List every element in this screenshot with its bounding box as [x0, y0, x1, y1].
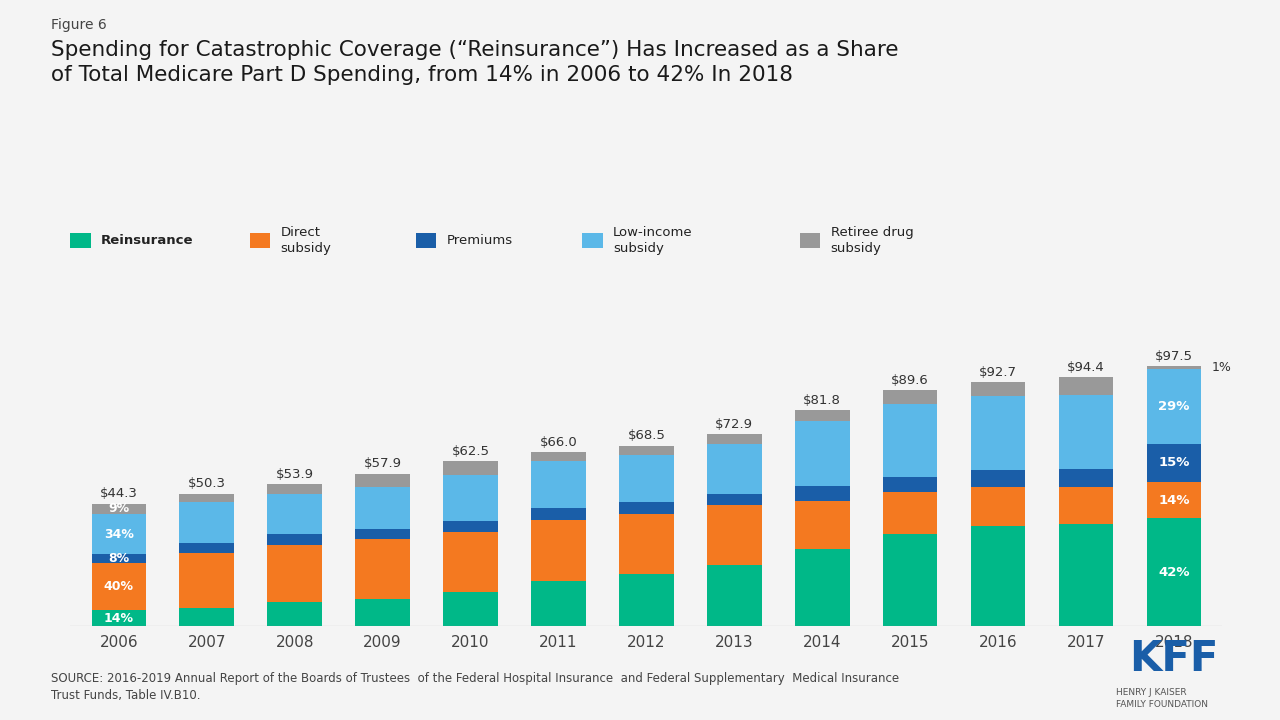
Bar	[883, 390, 937, 404]
Bar	[707, 434, 762, 444]
Text: 40%: 40%	[104, 580, 134, 593]
Bar	[356, 599, 410, 626]
Text: 1%: 1%	[1212, 361, 1231, 374]
Bar	[620, 454, 673, 502]
Text: 8%: 8%	[109, 552, 129, 565]
Text: Reinsurance: Reinsurance	[101, 234, 193, 247]
Bar	[531, 520, 586, 581]
Bar	[883, 534, 937, 626]
Bar	[1147, 482, 1202, 518]
Bar	[620, 514, 673, 574]
Bar	[356, 487, 410, 528]
Text: $66.0: $66.0	[540, 436, 577, 449]
Bar	[620, 502, 673, 514]
Bar	[179, 494, 234, 502]
Bar	[179, 502, 234, 543]
Text: 15%: 15%	[1158, 456, 1189, 469]
Text: SOURCE: 2016-2019 Annual Report of the Boards of Trustees  of the Federal Hospit: SOURCE: 2016-2019 Annual Report of the B…	[51, 672, 900, 702]
Bar	[443, 521, 498, 532]
Text: Retiree drug
subsidy: Retiree drug subsidy	[831, 226, 914, 255]
Text: Premiums: Premiums	[447, 234, 513, 247]
Bar	[91, 503, 146, 514]
Bar	[1059, 469, 1114, 487]
Bar	[1059, 524, 1114, 626]
Bar	[268, 602, 321, 626]
Text: $89.6: $89.6	[891, 374, 929, 387]
Text: $44.3: $44.3	[100, 487, 138, 500]
Text: $92.7: $92.7	[979, 366, 1018, 379]
Bar	[91, 554, 146, 563]
Text: 14%: 14%	[104, 612, 134, 625]
Bar	[972, 396, 1025, 469]
Bar	[268, 534, 321, 545]
Bar	[707, 564, 762, 626]
Bar	[91, 563, 146, 610]
Bar	[443, 474, 498, 521]
Text: $94.4: $94.4	[1068, 361, 1105, 374]
Bar	[795, 486, 850, 501]
Bar	[620, 446, 673, 454]
Bar	[1059, 377, 1114, 395]
Bar	[531, 461, 586, 508]
Text: $97.5: $97.5	[1155, 350, 1193, 364]
Text: 29%: 29%	[1158, 400, 1189, 413]
Bar	[268, 484, 321, 494]
Bar	[179, 543, 234, 554]
Bar	[883, 477, 937, 492]
Text: $72.9: $72.9	[716, 418, 754, 431]
Text: $50.3: $50.3	[188, 477, 225, 490]
Bar	[443, 462, 498, 474]
Bar	[883, 404, 937, 477]
Text: $81.8: $81.8	[804, 395, 841, 408]
Text: $62.5: $62.5	[452, 445, 489, 458]
Bar	[972, 526, 1025, 626]
Bar	[795, 410, 850, 421]
Bar	[620, 574, 673, 626]
Bar	[795, 421, 850, 486]
Bar	[268, 545, 321, 602]
Bar	[443, 532, 498, 592]
Bar	[531, 452, 586, 461]
Bar	[707, 444, 762, 494]
Bar	[972, 487, 1025, 526]
Bar	[356, 474, 410, 487]
Bar	[1059, 395, 1114, 469]
Bar	[707, 494, 762, 505]
Bar	[795, 549, 850, 626]
Bar	[531, 581, 586, 626]
Text: Spending for Catastrophic Coverage (“Reinsurance”) Has Increased as a Share
of T: Spending for Catastrophic Coverage (“Rei…	[51, 40, 899, 85]
Text: Direct
subsidy: Direct subsidy	[280, 226, 332, 255]
Bar	[795, 501, 850, 549]
Bar	[356, 528, 410, 539]
Bar	[179, 554, 234, 608]
Bar	[1147, 444, 1202, 482]
Bar	[1147, 369, 1202, 444]
Bar	[443, 592, 498, 626]
Text: 34%: 34%	[104, 528, 133, 541]
Bar	[1147, 518, 1202, 626]
Text: 14%: 14%	[1158, 494, 1190, 507]
Bar	[356, 539, 410, 599]
Bar	[91, 514, 146, 554]
Text: 42%: 42%	[1158, 566, 1190, 579]
Bar	[91, 610, 146, 626]
Bar	[972, 382, 1025, 396]
Text: KFF: KFF	[1129, 639, 1219, 680]
Bar	[268, 494, 321, 534]
Text: 9%: 9%	[109, 503, 129, 516]
Bar	[707, 505, 762, 564]
Text: HENRY J KAISER
FAMILY FOUNDATION: HENRY J KAISER FAMILY FOUNDATION	[1116, 688, 1208, 709]
Bar	[531, 508, 586, 520]
Text: $68.5: $68.5	[627, 429, 666, 442]
Bar	[883, 492, 937, 534]
Text: $57.9: $57.9	[364, 457, 402, 470]
Text: Low-income
subsidy: Low-income subsidy	[613, 226, 692, 255]
Text: Figure 6: Figure 6	[51, 18, 108, 32]
Text: $53.9: $53.9	[275, 468, 314, 481]
Bar	[1147, 366, 1202, 369]
Bar	[1059, 487, 1114, 524]
Bar	[972, 469, 1025, 487]
Bar	[179, 608, 234, 626]
